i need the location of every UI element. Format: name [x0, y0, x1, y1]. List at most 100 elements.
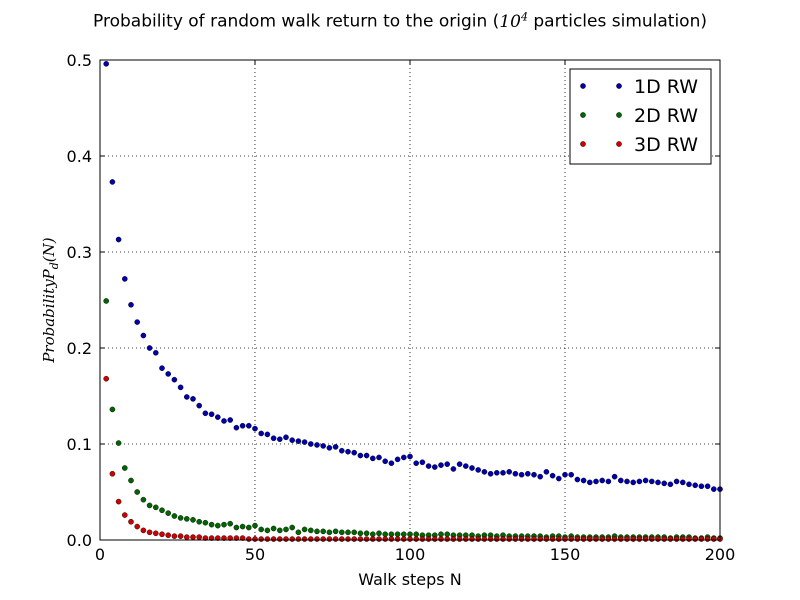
y-tick-label: 0.5 — [67, 51, 92, 70]
data-point — [456, 536, 463, 542]
data-point — [227, 520, 233, 527]
data-point — [704, 483, 711, 490]
data-point — [605, 536, 612, 542]
data-point — [642, 536, 649, 542]
data-point — [326, 536, 333, 542]
data-point — [568, 536, 575, 542]
y-tick-label: 0.4 — [67, 147, 92, 166]
data-point — [556, 475, 562, 482]
data-point — [481, 469, 488, 475]
data-point — [270, 525, 277, 532]
data-point — [481, 536, 488, 542]
data-point — [103, 61, 109, 67]
data-point — [245, 524, 252, 531]
data-point — [444, 531, 451, 538]
data-point — [537, 536, 544, 542]
data-point — [245, 536, 252, 542]
data-point — [599, 536, 606, 542]
data-point — [636, 478, 643, 485]
data-point — [413, 460, 420, 467]
data-point — [692, 536, 699, 542]
data-point — [518, 471, 525, 478]
data-point — [196, 402, 202, 409]
data-point — [214, 414, 221, 420]
data-point — [487, 470, 494, 477]
x-tick-label: 0 — [95, 545, 105, 564]
data-point — [382, 458, 389, 465]
data-point — [289, 536, 296, 542]
data-point — [276, 536, 283, 542]
data-point — [419, 536, 426, 542]
data-point — [146, 502, 153, 509]
data-point — [221, 521, 227, 528]
data-point — [543, 536, 550, 542]
legend-marker — [580, 83, 586, 89]
data-points — [103, 61, 723, 542]
data-point — [587, 536, 593, 542]
x-tick-label: 200 — [705, 545, 736, 564]
data-point — [128, 518, 134, 525]
data-point — [115, 236, 122, 243]
data-point — [444, 461, 451, 467]
data-point — [320, 528, 327, 535]
data-point — [289, 437, 296, 443]
data-point — [661, 480, 668, 487]
data-point — [338, 529, 345, 536]
data-point — [307, 527, 314, 534]
data-point — [667, 536, 674, 542]
data-point — [518, 536, 525, 542]
chart-title-prefix: Probability of random walk return to the… — [93, 11, 500, 32]
data-point — [320, 536, 327, 542]
data-point — [388, 531, 395, 538]
data-point — [493, 469, 500, 476]
data-point — [159, 507, 165, 514]
data-point — [221, 535, 227, 541]
data-point — [326, 529, 333, 536]
data-point — [332, 536, 339, 542]
data-point — [165, 532, 171, 539]
data-point — [196, 534, 202, 540]
data-point — [214, 522, 221, 529]
data-point — [171, 533, 178, 539]
data-point — [394, 536, 401, 542]
data-point — [283, 536, 289, 542]
data-point — [605, 478, 612, 485]
y-axis-label: ProbabilityPd(N) — [40, 237, 61, 363]
data-point — [233, 524, 240, 531]
data-point — [351, 536, 358, 542]
y-axis-label-arg: (N) — [40, 237, 58, 262]
data-point — [276, 527, 283, 534]
data-point — [134, 319, 140, 325]
data-point — [711, 536, 717, 542]
data-point — [363, 452, 370, 459]
data-point — [140, 332, 147, 339]
data-point — [382, 531, 389, 538]
data-point — [208, 521, 215, 528]
data-point — [252, 522, 258, 529]
data-point — [704, 536, 711, 542]
data-point — [264, 431, 271, 438]
y-axis-label-text: ProbabilityP — [40, 268, 58, 363]
data-point — [537, 473, 544, 480]
data-point — [394, 531, 401, 538]
data-point — [221, 418, 227, 424]
data-point — [369, 455, 376, 462]
data-point — [680, 536, 686, 542]
data-point — [394, 456, 401, 463]
data-point — [134, 489, 140, 495]
data-point — [630, 536, 637, 542]
x-tick-label: 50 — [245, 545, 265, 564]
data-point — [487, 536, 494, 542]
data-point — [227, 535, 233, 541]
data-point — [450, 536, 457, 542]
data-point — [444, 536, 451, 542]
data-point — [692, 482, 699, 489]
data-point — [673, 536, 680, 542]
data-point — [556, 536, 562, 542]
data-point — [233, 424, 240, 431]
data-point — [680, 479, 686, 486]
data-point — [103, 375, 109, 382]
data-point — [109, 179, 116, 185]
data-point — [245, 422, 252, 429]
data-point — [307, 536, 314, 542]
